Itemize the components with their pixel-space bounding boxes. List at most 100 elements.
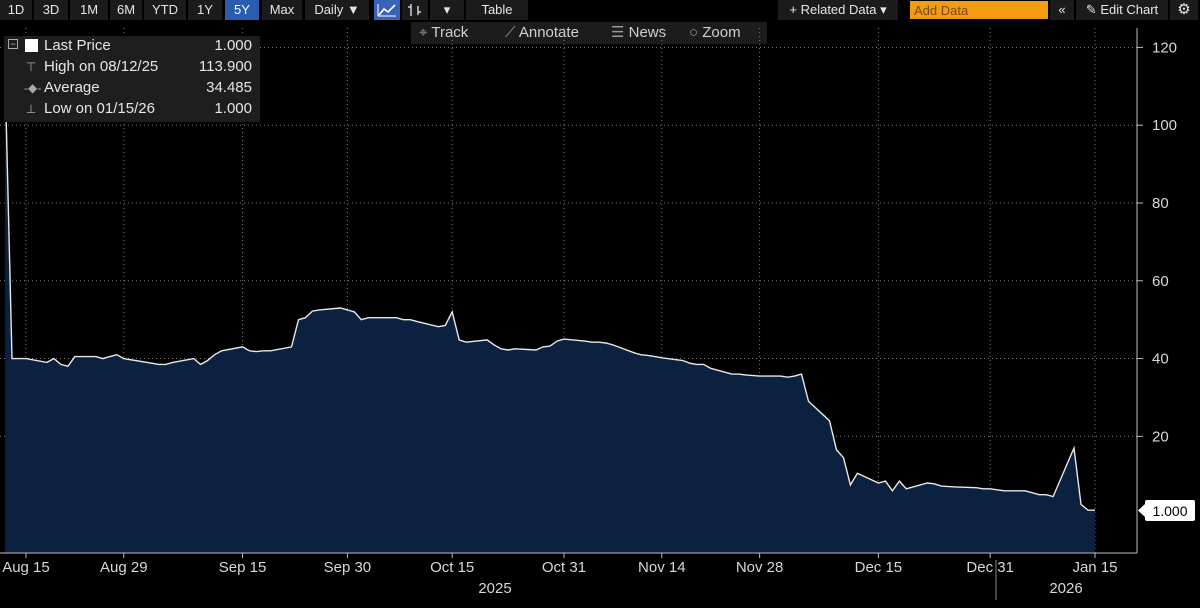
track-button[interactable]: ⌖ Track [419,22,468,44]
data-point [269,349,272,352]
x-tick-label: Dec 31 [966,559,1014,576]
data-point [542,345,545,348]
data-point [346,308,349,311]
data-point [1003,489,1006,492]
data-point [52,357,55,360]
data-point [1038,493,1041,496]
data-point [793,375,796,378]
line-chart-icon[interactable] [374,0,400,20]
data-point [926,482,929,485]
bar-chart-icon[interactable] [402,0,428,20]
data-point [507,349,510,352]
data-point [318,308,321,311]
add-data-input[interactable] [910,1,1048,19]
data-point [458,338,461,341]
data-point [898,480,901,483]
x-tick-label: Aug 29 [100,559,148,576]
data-point [632,351,635,354]
data-point [737,373,740,376]
chart-type-dropdown-arrow[interactable]: ▾ [430,0,464,20]
price-area-fill [5,71,1095,553]
data-point [1031,491,1034,494]
related-data-button[interactable]: + Related Data ▾ [778,0,898,20]
data-point [597,341,600,344]
data-point [653,355,656,358]
y-tick-label: 60 [1152,273,1169,290]
high-marker-icon: ⊤ [25,60,37,74]
data-point [241,345,244,348]
edit-chart-button[interactable]: ✎ Edit Chart [1076,0,1168,20]
data-point [24,357,27,360]
collapse-legend-icon[interactable]: − [8,39,18,49]
data-point [905,487,908,490]
data-point [779,375,782,378]
range-ytd-button[interactable]: YTD [144,0,186,20]
data-point [709,367,712,370]
gear-icon[interactable]: ⚙ [1170,0,1198,20]
x-tick-label: Nov 28 [736,559,784,576]
year-label-2026: 2026 [1049,580,1082,597]
collapse-icon[interactable]: « [1050,0,1074,20]
data-point [800,373,803,376]
zoom-button[interactable]: ○ Zoom [689,22,741,44]
chart-toolbar: 1D 3D 1M 6M YTD 1Y 5Y Max Daily ▼ ▾ Tabl… [0,0,1200,20]
data-point [500,347,503,350]
data-point [59,363,62,366]
data-point [1052,495,1055,498]
price-line [4,71,1095,511]
data-point [444,324,447,327]
news-button[interactable]: ☰ News [611,22,666,44]
data-point [486,338,489,341]
range-3d-button[interactable]: 3D [34,0,68,20]
data-point [1094,509,1097,512]
legend-last-price: Last Price 1.000 [4,36,260,57]
data-point [206,359,209,362]
data-point [339,307,342,310]
range-1y-button[interactable]: 1Y [188,0,222,20]
data-point [1045,493,1048,496]
data-point [933,482,936,485]
range-5y-button[interactable]: 5Y [225,0,259,20]
table-button[interactable]: Table [466,0,528,20]
last-price-label: Last Price [44,37,111,54]
data-point [164,363,167,366]
x-tick-label: Oct 15 [430,559,474,576]
legend-panel: − Last Price 1.000 ⊤ High on 08/12/25 11… [4,36,260,122]
legend-average: -◆- Average 34.485 [4,78,260,99]
last-price-value: 1.000 [214,37,252,54]
data-point [681,359,684,362]
average-label: Average [44,79,100,96]
data-point [157,363,160,366]
data-point [1024,489,1027,492]
frequency-dropdown[interactable]: Daily ▼ [305,0,369,20]
data-point [730,373,733,376]
data-point [562,338,565,341]
data-point [416,320,419,323]
last-value-marker: 1.000 [1138,500,1195,521]
zoom-label: Zoom [702,24,741,41]
data-point [583,340,586,343]
data-point [590,341,593,344]
data-point [465,341,468,344]
low-marker-icon: ⊥ [25,102,37,116]
data-point [849,483,852,486]
data-point [828,419,831,422]
last-price-swatch [25,39,38,52]
y-tick-label: 80 [1152,195,1169,212]
data-point [884,480,887,483]
data-point [248,349,251,352]
range-max-button[interactable]: Max [262,0,302,20]
data-point [171,361,174,364]
data-point [989,487,992,490]
range-1d-button[interactable]: 1D [0,0,32,20]
range-1m-button[interactable]: 1M [70,0,108,20]
data-point [611,343,614,346]
data-point [73,355,76,358]
data-point [744,373,747,376]
data-point [192,357,195,360]
range-6m-button[interactable]: 6M [110,0,142,20]
data-point [555,340,558,343]
data-point [360,318,363,321]
data-point [409,318,412,321]
